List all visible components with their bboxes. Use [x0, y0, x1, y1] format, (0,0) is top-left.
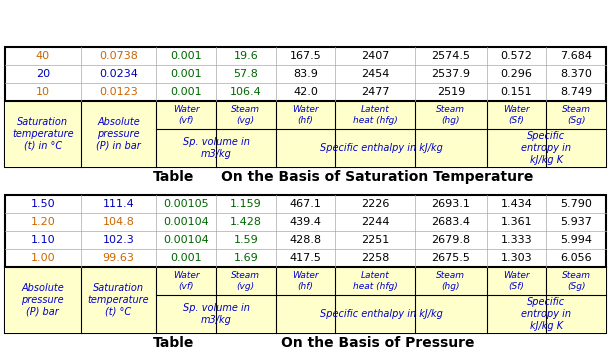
Text: 2477: 2477: [361, 87, 389, 97]
Text: 111.4: 111.4: [103, 199, 134, 209]
Text: Steam
(Sg): Steam (Sg): [562, 271, 591, 291]
Text: 104.8: 104.8: [103, 217, 134, 227]
Text: 19.6: 19.6: [233, 51, 258, 61]
Text: 1.333: 1.333: [500, 235, 532, 245]
Text: 0.001: 0.001: [170, 51, 202, 61]
Text: Water
(vf): Water (vf): [173, 105, 199, 125]
Text: 8.370: 8.370: [560, 69, 592, 79]
Text: 7.684: 7.684: [560, 51, 592, 61]
Text: Table: Table: [153, 170, 194, 184]
Text: 20: 20: [36, 69, 50, 79]
Text: 57.8: 57.8: [233, 69, 258, 79]
Text: Water
(hf): Water (hf): [292, 105, 319, 125]
Text: Latent
heat (hfg): Latent heat (hfg): [353, 271, 398, 291]
Text: Steam
(vg): Steam (vg): [232, 271, 260, 291]
Text: 99.63: 99.63: [103, 253, 134, 263]
Text: 167.5: 167.5: [290, 51, 321, 61]
Text: 2244: 2244: [361, 217, 389, 227]
Text: Absolute
pressure
(P) bar: Absolute pressure (P) bar: [21, 283, 64, 317]
Text: 2251: 2251: [361, 235, 389, 245]
Text: 1.361: 1.361: [500, 217, 532, 227]
Text: 2519: 2519: [437, 87, 465, 97]
Text: Water
(hf): Water (hf): [292, 271, 319, 291]
Text: 2226: 2226: [361, 199, 389, 209]
Text: 2407: 2407: [361, 51, 389, 61]
Text: 1.303: 1.303: [500, 253, 532, 263]
Text: 8.749: 8.749: [560, 87, 592, 97]
Text: 2683.4: 2683.4: [431, 217, 470, 227]
Text: 428.8: 428.8: [290, 235, 321, 245]
Text: 0.151: 0.151: [500, 87, 532, 97]
Text: 5.937: 5.937: [560, 217, 592, 227]
Text: 2693.1: 2693.1: [431, 199, 470, 209]
Text: Specific enthalpy in kJ/kg: Specific enthalpy in kJ/kg: [320, 143, 442, 153]
Text: Specific
entropy in
kJ/kg K: Specific entropy in kJ/kg K: [521, 131, 571, 165]
Text: 106.4: 106.4: [230, 87, 262, 97]
Text: 5.790: 5.790: [560, 199, 592, 209]
Text: 0.0234: 0.0234: [99, 69, 138, 79]
Text: 417.5: 417.5: [290, 253, 321, 263]
Text: Sp. volume in
m3/kg: Sp. volume in m3/kg: [183, 303, 249, 325]
Text: Sp. volume in
m3/kg: Sp. volume in m3/kg: [183, 137, 249, 159]
Text: 1.159: 1.159: [230, 199, 262, 209]
Bar: [5, 101, 606, 167]
Text: 1.434: 1.434: [500, 199, 532, 209]
Text: 1.428: 1.428: [230, 217, 262, 227]
Text: 467.1: 467.1: [290, 199, 321, 209]
Text: Steam
(vg): Steam (vg): [232, 105, 260, 125]
Bar: [5, 267, 606, 333]
Text: 1.69: 1.69: [233, 253, 258, 263]
Text: Latent
heat (hfg): Latent heat (hfg): [353, 105, 398, 125]
Text: 2258: 2258: [361, 253, 389, 263]
Text: 0.00104: 0.00104: [163, 217, 209, 227]
Text: 2537.9: 2537.9: [431, 69, 470, 79]
Text: Saturation
temperature
(t) °C: Saturation temperature (t) °C: [87, 283, 149, 317]
Bar: [5, 195, 606, 333]
Text: Water
(vf): Water (vf): [173, 271, 199, 291]
Text: 0.0738: 0.0738: [99, 51, 138, 61]
Text: Specific
entropy in
kJ/kg K: Specific entropy in kJ/kg K: [521, 297, 571, 331]
Text: 0.001: 0.001: [170, 253, 202, 263]
Text: 0.00105: 0.00105: [163, 199, 209, 209]
Text: Saturation
temperature
(t) in °C: Saturation temperature (t) in °C: [12, 118, 73, 151]
Text: Steam
(hg): Steam (hg): [436, 271, 465, 291]
Text: 2454: 2454: [361, 69, 389, 79]
Text: 10: 10: [36, 87, 50, 97]
Text: 40: 40: [36, 51, 50, 61]
Text: 439.4: 439.4: [290, 217, 321, 227]
Text: 0.0123: 0.0123: [99, 87, 138, 97]
Text: 0.572: 0.572: [500, 51, 532, 61]
Text: 2675.5: 2675.5: [431, 253, 470, 263]
Text: 0.001: 0.001: [170, 69, 202, 79]
Text: 83.9: 83.9: [293, 69, 318, 79]
Text: 1.00: 1.00: [31, 253, 55, 263]
Text: 1.20: 1.20: [31, 217, 55, 227]
Text: 1.50: 1.50: [31, 199, 55, 209]
Text: 1.10: 1.10: [31, 235, 55, 245]
Text: On the Basis of Saturation Temperature: On the Basis of Saturation Temperature: [221, 170, 534, 184]
Text: 0.296: 0.296: [500, 69, 532, 79]
Text: Steam
(Sg): Steam (Sg): [562, 105, 591, 125]
Bar: [5, 47, 606, 167]
Text: 6.056: 6.056: [560, 253, 592, 263]
Text: 102.3: 102.3: [103, 235, 134, 245]
Text: Steam
(hg): Steam (hg): [436, 105, 465, 125]
Text: 5.994: 5.994: [560, 235, 592, 245]
Text: 0.00104: 0.00104: [163, 235, 209, 245]
Text: Water
(Sf): Water (Sf): [503, 271, 530, 291]
Text: 1.59: 1.59: [233, 235, 258, 245]
Text: 0.001: 0.001: [170, 87, 202, 97]
Text: 42.0: 42.0: [293, 87, 318, 97]
Text: 2679.8: 2679.8: [431, 235, 470, 245]
Text: 2574.5: 2574.5: [431, 51, 470, 61]
Text: Specific enthalpy in kJ/kg: Specific enthalpy in kJ/kg: [320, 309, 442, 319]
Text: Absolute
pressure
(P) in bar: Absolute pressure (P) in bar: [96, 118, 141, 151]
Text: Table: Table: [153, 336, 194, 350]
Text: On the Basis of Pressure: On the Basis of Pressure: [281, 336, 474, 350]
Text: Water
(Sf): Water (Sf): [503, 105, 530, 125]
